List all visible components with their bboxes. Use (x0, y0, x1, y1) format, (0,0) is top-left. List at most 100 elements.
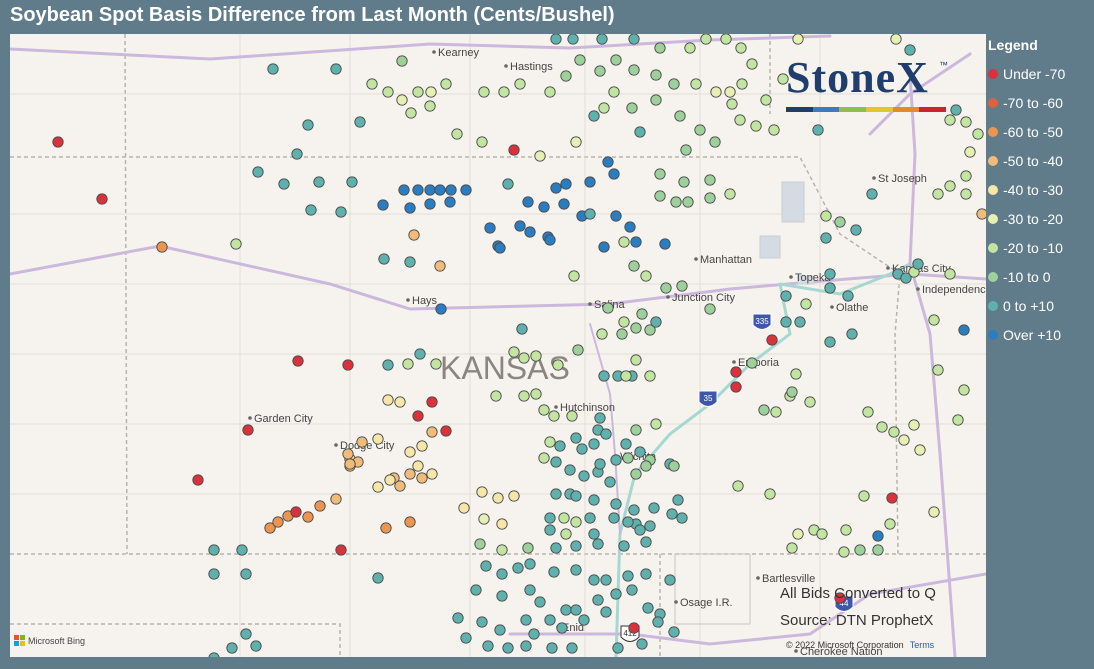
basis-marker[interactable] (824, 336, 836, 348)
basis-marker[interactable] (156, 241, 168, 253)
basis-marker[interactable] (570, 490, 582, 502)
basis-marker[interactable] (600, 606, 612, 618)
basis-marker[interactable] (588, 494, 600, 506)
basis-marker[interactable] (366, 78, 378, 90)
basis-marker[interactable] (426, 396, 438, 408)
basis-marker[interactable] (928, 314, 940, 326)
basis-marker[interactable] (730, 381, 742, 393)
basis-marker[interactable] (394, 480, 406, 492)
basis-marker[interactable] (610, 454, 622, 466)
basis-marker[interactable] (192, 474, 204, 486)
basis-marker[interactable] (592, 538, 604, 550)
basis-marker[interactable] (780, 290, 792, 302)
basis-marker[interactable] (820, 232, 832, 244)
basis-marker[interactable] (272, 516, 284, 528)
basis-marker[interactable] (644, 370, 656, 382)
basis-marker[interactable] (445, 184, 457, 196)
basis-marker[interactable] (904, 44, 916, 56)
basis-marker[interactable] (330, 63, 342, 75)
basis-marker[interactable] (502, 178, 514, 190)
basis-marker[interactable] (588, 110, 600, 122)
basis-marker[interactable] (834, 216, 846, 228)
basis-marker[interactable] (618, 540, 630, 552)
basis-marker[interactable] (416, 472, 428, 484)
basis-marker[interactable] (382, 394, 394, 406)
basis-marker[interactable] (530, 350, 542, 362)
basis-marker[interactable] (650, 94, 662, 106)
basis-marker[interactable] (644, 520, 656, 532)
basis-marker[interactable] (570, 432, 582, 444)
basis-marker[interactable] (530, 388, 542, 400)
basis-marker[interactable] (570, 604, 582, 616)
basis-marker[interactable] (780, 316, 792, 328)
basis-marker[interactable] (404, 516, 416, 528)
basis-marker[interactable] (356, 436, 368, 448)
basis-marker[interactable] (628, 622, 640, 634)
basis-marker[interactable] (594, 65, 606, 77)
basis-marker[interactable] (435, 303, 447, 315)
basis-marker[interactable] (944, 268, 956, 280)
basis-marker[interactable] (630, 354, 642, 366)
basis-marker[interactable] (640, 270, 652, 282)
basis-marker[interactable] (618, 236, 630, 248)
basis-marker[interactable] (668, 460, 680, 472)
basis-marker[interactable] (544, 234, 556, 246)
basis-marker[interactable] (758, 404, 770, 416)
basis-marker[interactable] (566, 642, 578, 654)
basis-marker[interactable] (550, 456, 562, 468)
basis-marker[interactable] (872, 530, 884, 542)
basis-marker[interactable] (372, 433, 384, 445)
basis-marker[interactable] (302, 119, 314, 131)
basis-marker[interactable] (480, 560, 492, 572)
basis-marker[interactable] (790, 368, 802, 380)
basis-marker[interactable] (600, 428, 612, 440)
basis-marker[interactable] (636, 308, 648, 320)
basis-marker[interactable] (556, 622, 568, 634)
basis-marker[interactable] (612, 642, 624, 654)
basis-marker[interactable] (404, 468, 416, 480)
basis-marker[interactable] (512, 562, 524, 574)
basis-marker[interactable] (610, 498, 622, 510)
basis-marker[interactable] (750, 120, 762, 132)
basis-marker[interactable] (460, 632, 472, 644)
basis-marker[interactable] (630, 322, 642, 334)
basis-marker[interactable] (476, 136, 488, 148)
basis-marker[interactable] (344, 458, 356, 470)
basis-marker[interactable] (558, 512, 570, 524)
basis-marker[interactable] (652, 616, 664, 628)
basis-marker[interactable] (594, 412, 606, 424)
basis-marker[interactable] (382, 86, 394, 98)
basis-marker[interactable] (672, 494, 684, 506)
basis-marker[interactable] (354, 116, 366, 128)
basis-marker[interactable] (676, 512, 688, 524)
basis-marker[interactable] (598, 102, 610, 114)
basis-marker[interactable] (96, 193, 108, 205)
basis-marker[interactable] (342, 448, 354, 460)
basis-marker[interactable] (494, 624, 506, 636)
basis-marker[interactable] (264, 522, 276, 534)
basis-marker[interactable] (648, 502, 660, 514)
basis-markers[interactable] (52, 34, 986, 657)
basis-marker[interactable] (278, 178, 290, 190)
basis-marker[interactable] (404, 446, 416, 458)
basis-marker[interactable] (451, 128, 463, 140)
basis-marker[interactable] (584, 176, 596, 188)
basis-marker[interactable] (794, 316, 806, 328)
basis-marker[interactable] (674, 110, 686, 122)
basis-marker[interactable] (690, 78, 702, 90)
basis-marker[interactable] (816, 528, 828, 540)
basis-marker[interactable] (372, 481, 384, 493)
basis-marker[interactable] (574, 54, 586, 66)
basis-marker[interactable] (792, 34, 804, 45)
basis-marker[interactable] (242, 424, 254, 436)
basis-marker[interactable] (610, 210, 622, 222)
basis-marker[interactable] (302, 511, 314, 523)
basis-marker[interactable] (496, 590, 508, 602)
basis-marker[interactable] (514, 78, 526, 90)
basis-marker[interactable] (440, 425, 452, 437)
basis-marker[interactable] (474, 538, 486, 550)
basis-marker[interactable] (208, 544, 220, 556)
basis-marker[interactable] (484, 222, 496, 234)
basis-marker[interactable] (458, 502, 470, 514)
basis-marker[interactable] (670, 196, 682, 208)
